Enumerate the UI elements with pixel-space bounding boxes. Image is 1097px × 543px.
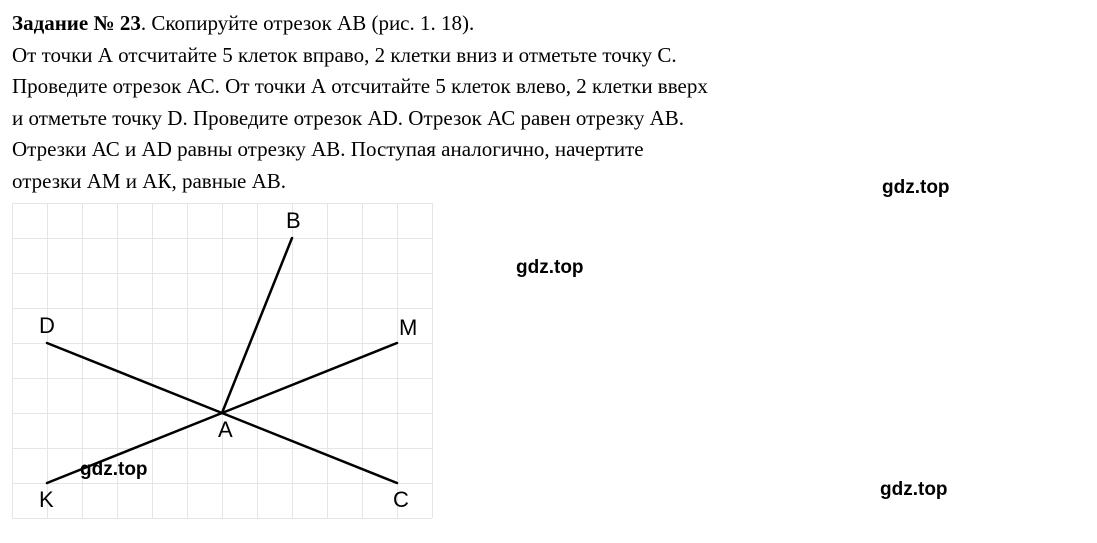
- task-line6: отрезки АМ и АК, равные АВ.: [12, 169, 286, 193]
- task-line1: . Скопируйте отрезок АВ (рис. 1. 18).: [141, 11, 474, 35]
- watermark: gdz.top: [880, 476, 948, 505]
- point-label-K: K: [39, 487, 54, 512]
- point-label-D: D: [39, 313, 55, 338]
- point-label-C: C: [393, 487, 409, 512]
- task-line4: и отметьте точку D. Проведите отрезок AD…: [12, 106, 684, 130]
- diagram-svg: A B C D M K: [12, 203, 462, 533]
- point-label-A: A: [218, 417, 233, 442]
- diagram-container: A B C D M K: [12, 203, 462, 533]
- task-text-block: Задание № 23. Скопируйте отрезок АВ (рис…: [12, 8, 1085, 197]
- task-line2: От точки А отсчитайте 5 клеток вправо, 2…: [12, 43, 677, 67]
- task-line3: Проведите отрезок АС. От точки А отсчита…: [12, 74, 708, 98]
- task-number: Задание № 23: [12, 11, 141, 35]
- point-label-M: M: [399, 315, 417, 340]
- point-label-B: B: [286, 208, 301, 233]
- watermark: gdz.top: [516, 254, 584, 283]
- page-content: Задание № 23. Скопируйте отрезок АВ (рис…: [12, 8, 1085, 533]
- task-line5: Отрезки АС и AD равны отрезку АВ. Поступ…: [12, 137, 644, 161]
